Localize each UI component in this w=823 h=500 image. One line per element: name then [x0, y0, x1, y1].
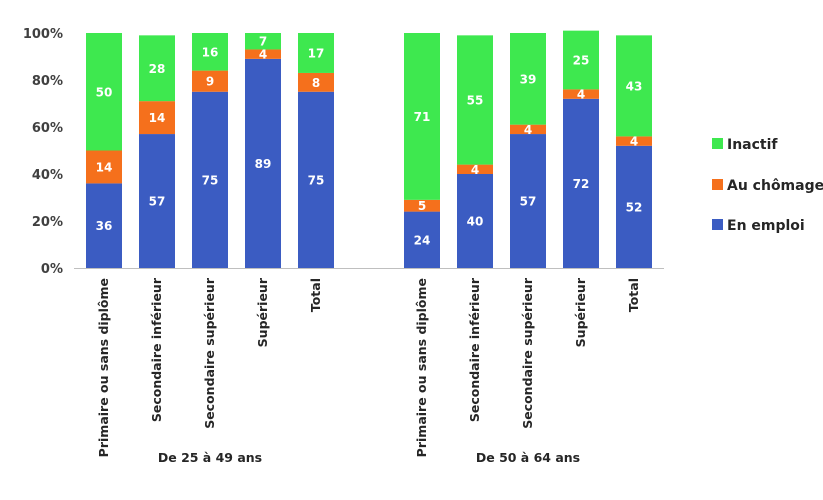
data-label: 40 — [467, 215, 484, 229]
bar-segment-en-emploi — [139, 134, 175, 268]
bar-segment-inactif — [563, 30, 599, 90]
data-label: 17 — [308, 46, 325, 60]
data-label: 4 — [471, 163, 479, 177]
bar-segment-en-emploi — [510, 134, 546, 268]
category-label: Supérieur — [255, 277, 270, 347]
bar-segment-au-ch-mage — [298, 72, 334, 92]
y-tick-label: 80% — [32, 74, 63, 89]
data-label: 75 — [202, 173, 219, 187]
bar-segment-au-ch-mage — [86, 150, 122, 184]
bar-segment-en-emploi — [616, 145, 652, 268]
data-label: 50 — [96, 85, 113, 99]
bar-segment-en-emploi — [192, 91, 228, 268]
legend-swatch-inactif — [712, 138, 723, 149]
y-tick-label: 20% — [32, 215, 63, 230]
legend-label: Au chômage — [727, 178, 823, 194]
data-label: 24 — [414, 233, 431, 247]
bar-segment-inactif — [139, 35, 175, 102]
bar-segment-en-emploi — [245, 58, 281, 268]
data-label: 14 — [149, 111, 166, 125]
bar-segment-inactif — [192, 33, 228, 71]
x-axis: Primaire ou sans diplôme Secondaire infér… — [74, 268, 664, 465]
data-label: 89 — [255, 157, 272, 171]
bar-segment-inactif — [510, 33, 546, 125]
category-label: Total — [626, 278, 641, 312]
data-label: 4 — [630, 135, 638, 149]
bar-segment-inactif — [86, 33, 122, 151]
bar-segment-en-emploi — [457, 174, 493, 268]
data-label: 39 — [520, 72, 537, 86]
bar-segment-au-ch-mage — [457, 164, 493, 174]
bar-segment-en-emploi — [563, 98, 599, 268]
y-tick-label: 0% — [41, 262, 63, 277]
data-label: 57 — [149, 195, 166, 209]
y-axis: 0% 20% 40% 60% 80% 100% — [23, 27, 63, 277]
bars: 3614505714287591689477581724571404555743… — [86, 30, 652, 268]
legend-swatch-en-emploi — [712, 219, 723, 230]
category-label: Secondaire inférieur — [149, 277, 164, 422]
bar-segment-en-emploi — [86, 183, 122, 268]
data-label: 16 — [202, 45, 219, 59]
bar-segment-en-emploi — [298, 91, 334, 268]
category-label: Supérieur — [573, 277, 588, 347]
category-label: Secondaire supérieur — [202, 277, 217, 429]
data-label: 71 — [414, 110, 431, 124]
data-label: 4 — [524, 123, 532, 137]
bar-segment-au-ch-mage — [404, 199, 440, 212]
legend-swatch-au-ch-mage — [712, 179, 723, 190]
bar-segment-au-ch-mage — [139, 101, 175, 135]
bar-segment-inactif — [298, 33, 334, 73]
legend: Inactif Au chômage En emploi — [712, 137, 823, 234]
data-label: 5 — [418, 199, 426, 213]
y-tick-label: 40% — [32, 168, 63, 183]
data-label: 7 — [259, 35, 267, 49]
data-label: 25 — [573, 54, 590, 68]
bar-segment-au-ch-mage — [616, 136, 652, 146]
bar-segment-au-ch-mage — [510, 124, 546, 135]
category-label: Secondaire supérieur — [520, 277, 535, 429]
data-label: 43 — [626, 79, 643, 93]
bar-segment-inactif — [457, 35, 493, 165]
legend-label: En emploi — [727, 218, 805, 234]
bar-segment-au-ch-mage — [245, 49, 281, 59]
category-label: Primaire ou sans diplôme — [414, 278, 429, 457]
data-label: 57 — [520, 195, 537, 209]
data-label: 72 — [573, 177, 590, 191]
data-label: 8 — [312, 76, 320, 90]
group-label: De 25 à 49 ans — [158, 450, 262, 465]
bar-segment-en-emploi — [404, 211, 440, 268]
bar-segment-au-ch-mage — [563, 89, 599, 99]
data-label: 52 — [626, 200, 643, 214]
bar-segment-inactif — [616, 35, 652, 137]
y-tick-label: 60% — [32, 121, 63, 136]
data-label: 4 — [577, 88, 585, 102]
data-label: 14 — [96, 160, 113, 174]
data-label: 75 — [308, 173, 325, 187]
category-label: Secondaire inférieur — [467, 277, 482, 422]
data-label: 9 — [206, 75, 214, 89]
legend-label: Inactif — [727, 137, 778, 153]
bar-segment-inactif — [245, 33, 281, 50]
data-label: 28 — [149, 62, 166, 76]
data-label: 36 — [96, 219, 113, 233]
data-label: 4 — [259, 48, 267, 62]
category-label: Primaire ou sans diplôme — [96, 278, 111, 457]
bar-segment-au-ch-mage — [192, 70, 228, 92]
y-tick-label: 100% — [23, 27, 63, 42]
category-label: Total — [308, 278, 323, 312]
bar-segment-inactif — [404, 33, 440, 200]
data-label: 55 — [467, 93, 484, 107]
group-label: De 50 à 64 ans — [476, 450, 580, 465]
